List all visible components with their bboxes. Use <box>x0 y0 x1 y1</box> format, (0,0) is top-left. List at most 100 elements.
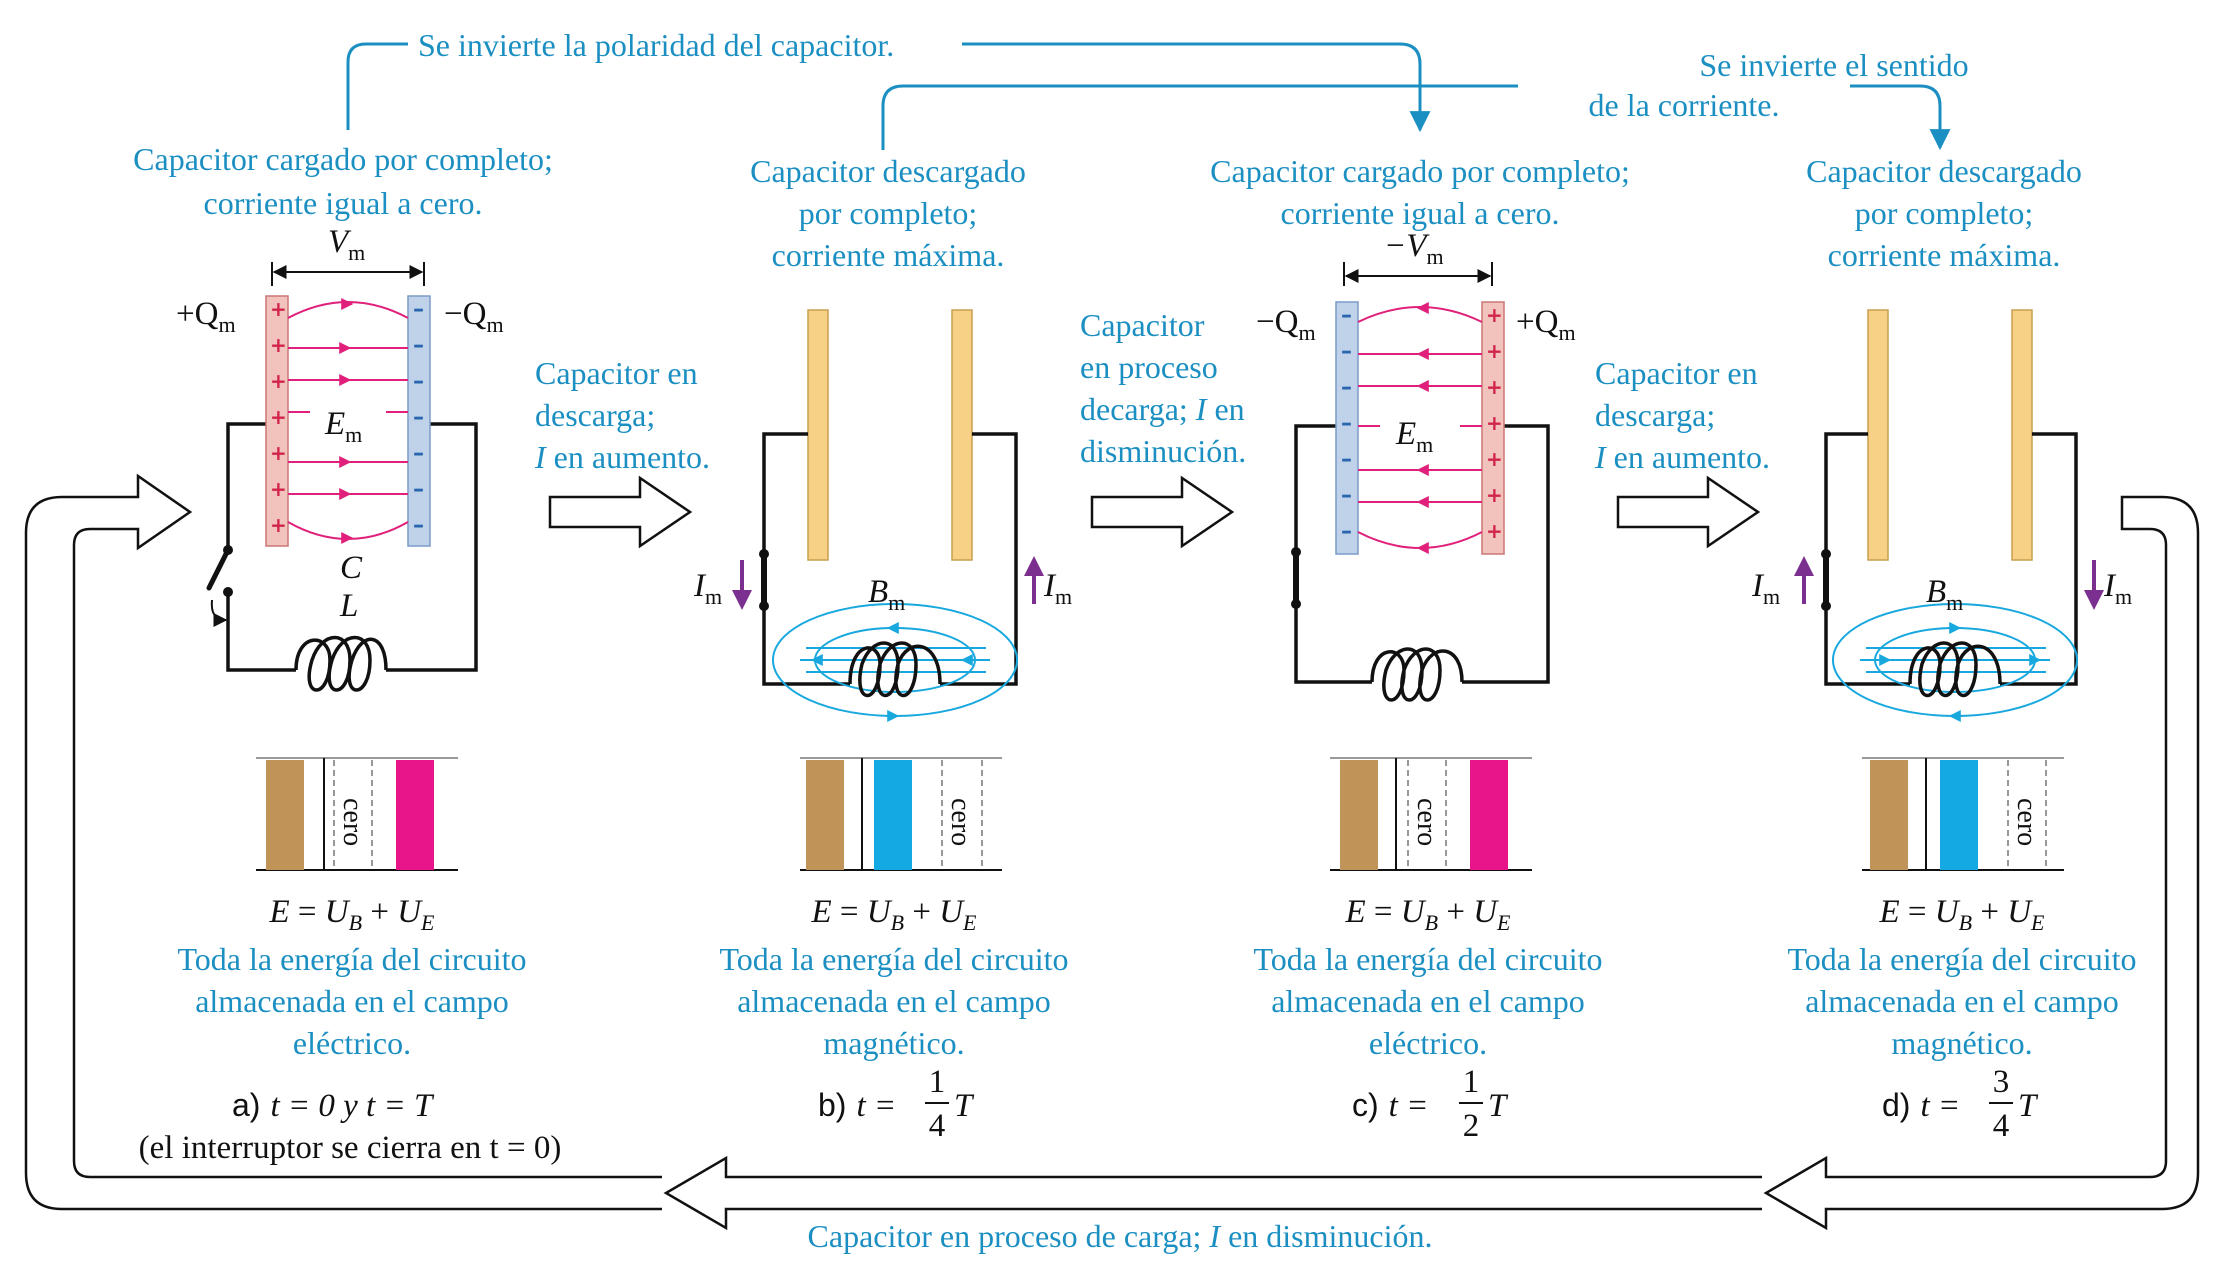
transition-line: Capacitor en <box>1595 355 1758 391</box>
panel-b-header: Capacitor descargado por completo; corri… <box>750 153 1026 273</box>
svg-text:+: + <box>1486 519 1503 543</box>
bottom-note: en disminución. <box>1220 1218 1432 1254</box>
svg-text:almacenada en el campo: almacenada en el campo <box>195 983 509 1019</box>
svg-text:Toda la energía del circuito: Toda la energía del circuito <box>1253 941 1602 977</box>
svg-text:–: – <box>413 333 424 358</box>
equation-b: E = UB + UE <box>810 894 977 935</box>
panel-label-c: c) t = 1 2 T <box>1352 1064 1509 1144</box>
panel-label-d: d) t = 3 4 T <box>1882 1064 2039 1144</box>
panel-c-header: Capacitor cargado por completo; corrient… <box>1210 153 1630 231</box>
header-line: Capacitor cargado por completo; <box>133 141 553 177</box>
svg-text:+: + <box>270 369 287 393</box>
svg-text:E = UB + UE: E = UB + UE <box>268 894 435 935</box>
negative-plate <box>407 295 431 547</box>
zero-label: cero <box>2011 798 2042 846</box>
svg-text:d)t =: d) t = <box>1882 1087 1960 1124</box>
svg-text:–: – <box>1341 447 1352 472</box>
header-line: corriente máxima. <box>1828 237 2061 273</box>
current-symbol: I <box>1208 1218 1221 1254</box>
equation-a: E = UB + UE <box>268 894 435 935</box>
svg-text:–: – <box>1341 303 1352 328</box>
neutral-plate <box>951 309 973 561</box>
magnetic-field-lines <box>1832 603 2078 722</box>
header-line: corriente máxima. <box>772 237 1005 273</box>
header-line: por completo; <box>1855 195 2034 231</box>
polarity-connector: Se invierte la polaridad del capacitor. <box>346 27 1431 133</box>
svg-text:+: + <box>270 297 287 321</box>
svg-text:E = UB + UE: E = UB + UE <box>1344 894 1511 935</box>
transition-line: Capacitor <box>1080 307 1205 343</box>
zero-label: cero <box>945 798 976 846</box>
equation-c: E = UB + UE <box>1344 894 1511 935</box>
transition-line: descarga; <box>1595 397 1715 433</box>
svg-text:I en aumento.: I en aumento. <box>1594 439 1770 475</box>
zero-label: cero <box>1411 798 1442 846</box>
svg-text:+: + <box>1486 447 1503 471</box>
svg-text:I en aumento.: I en aumento. <box>534 439 710 475</box>
left-charge-label: +Qm <box>176 296 236 337</box>
svg-text:T: T <box>1488 1088 1509 1124</box>
svg-text:–: – <box>413 513 424 538</box>
svg-text:–: – <box>413 297 424 322</box>
svg-text:eléctrico.: eléctrico. <box>1369 1025 1487 1061</box>
transition-line: en proceso <box>1080 349 1218 385</box>
field-label: Em <box>1395 416 1433 457</box>
svg-text:E = UB + UE: E = UB + UE <box>810 894 977 935</box>
energy-text-a: Toda la energía del circuito almacenada … <box>177 941 526 1061</box>
svg-text:Toda la energía del circuito: Toda la energía del circuito <box>719 941 1068 977</box>
neutral-plate <box>1867 309 1889 561</box>
svg-text:magnético.: magnético. <box>823 1025 964 1061</box>
svg-text:+: + <box>1486 375 1503 399</box>
current-label: Im <box>1043 568 1072 609</box>
bottom-note: Capacitor en proceso de carga; <box>808 1218 1210 1254</box>
svg-text:–: – <box>1341 339 1352 364</box>
panel-label-b: b) t = 1 4 T <box>818 1064 975 1144</box>
svg-text:+: + <box>1486 303 1503 327</box>
header-line: corriente igual a cero. <box>1281 195 1560 231</box>
transition-line: disminución. <box>1080 433 1246 469</box>
svg-text:+: + <box>1486 411 1503 435</box>
energy-chart-b: cero <box>800 757 1002 871</box>
svg-text:+: + <box>270 441 287 465</box>
svg-text:Toda la energía del circuito: Toda la energía del circuito <box>1787 941 2136 977</box>
field-label: Bm <box>1926 574 1963 615</box>
svg-text:a)t = 0 y t = T: a) t = 0 y t = T <box>232 1087 435 1124</box>
positive-plate <box>265 295 289 547</box>
energy-chart-c: cero <box>1330 757 1532 871</box>
return-loop: Capacitor en proceso de carga; I en dism… <box>24 473 2200 1254</box>
electric-field-lines <box>287 298 409 544</box>
svg-text:+: + <box>270 513 287 537</box>
svg-text:eléctrico.: eléctrico. <box>293 1025 411 1061</box>
svg-text:b)t =: b) t = <box>818 1087 896 1124</box>
svg-text:1: 1 <box>929 1064 946 1100</box>
svg-text:–: – <box>413 369 424 394</box>
hollow-arrow-right <box>1090 475 1235 549</box>
hollow-arrow-right <box>1616 475 1761 549</box>
electric-field-lines <box>1357 302 1483 554</box>
panel-a-header: Capacitor cargado por completo; corrient… <box>133 141 553 221</box>
right-charge-label: +Qm <box>1516 304 1576 345</box>
energy-total-bar <box>1870 760 1908 870</box>
energy-chart-d: cero <box>1862 757 2064 871</box>
right-charge-label: −Qm <box>444 296 504 337</box>
svg-text:–: – <box>413 405 424 430</box>
svg-text:–: – <box>1341 411 1352 436</box>
transition-cd: Capacitor en descarga; I en aumento. <box>1594 355 1770 549</box>
energy-magnetic-bar <box>874 760 912 870</box>
field-label: Em <box>324 406 362 447</box>
equation-d: E = UB + UE <box>1878 894 2045 935</box>
svg-text:c)t =: c) t = <box>1352 1087 1428 1124</box>
polarity-note: Se invierte la polaridad del capacitor. <box>418 27 894 63</box>
current-symbol: I <box>1195 391 1208 427</box>
svg-text:–: – <box>1341 519 1352 544</box>
svg-text:+: + <box>270 405 287 429</box>
svg-text:Toda la energía del circuito: Toda la energía del circuito <box>177 941 526 977</box>
current-connector: Se invierte el sentido de la corriente. <box>881 47 1969 151</box>
transition-line: en <box>1206 391 1244 427</box>
svg-text:–: – <box>413 477 424 502</box>
transition-line: en aumento. <box>546 439 710 475</box>
svg-text:(el interruptor se cierra en t: (el interruptor se cierra en t = 0) <box>139 1130 562 1166</box>
panel-c-circuit: −Vm −Qm +Qm – – – – – – – + + + + + + + Em <box>1256 228 1576 702</box>
header-line: Capacitor descargado <box>1806 153 2082 189</box>
energy-total-bar <box>266 760 304 870</box>
